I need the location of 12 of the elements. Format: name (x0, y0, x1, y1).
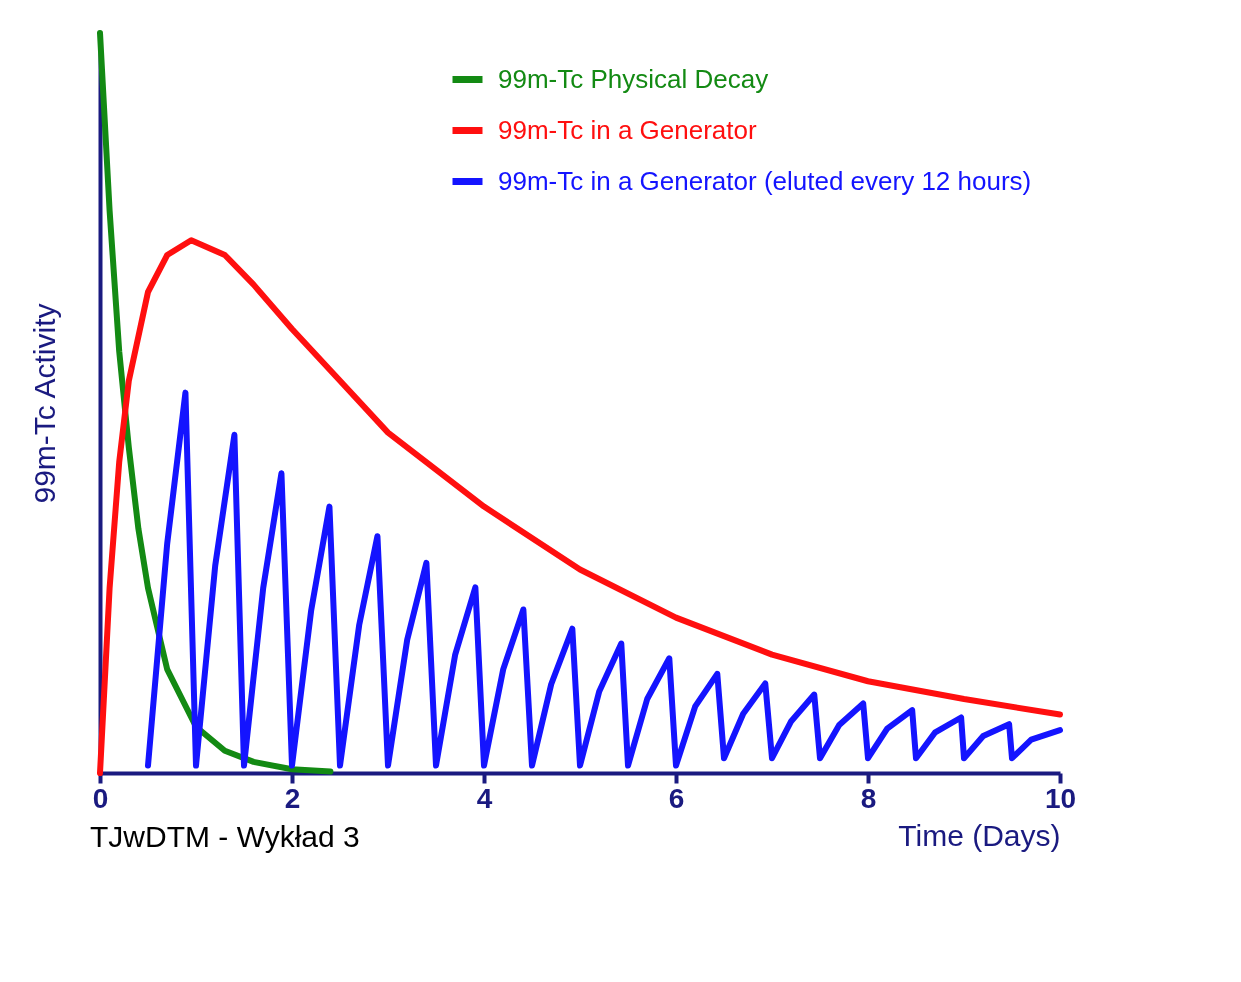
x-tick-label: 2 (284, 782, 301, 814)
x-tick-label: 8 (860, 782, 877, 814)
y-axis-title: 99m-Tc Activity (27, 303, 61, 504)
text: TJwDTM - Wykład 3 (90, 820, 360, 853)
x-tick-label: 0 (92, 782, 109, 814)
x-tick-label: 6 (668, 782, 685, 814)
legend-label: 99m-Tc in a Generator (498, 114, 758, 145)
legend-label: 99m-Tc in a Generator (eluted every 12 hours) (498, 165, 1032, 196)
x-axis-title: Time (Days) (898, 818, 1061, 852)
legend-label: 99m-Tc Physical Decay (498, 63, 769, 94)
x-tick-label: 4 (476, 782, 493, 814)
x-tick-label: 10 (1044, 782, 1077, 814)
